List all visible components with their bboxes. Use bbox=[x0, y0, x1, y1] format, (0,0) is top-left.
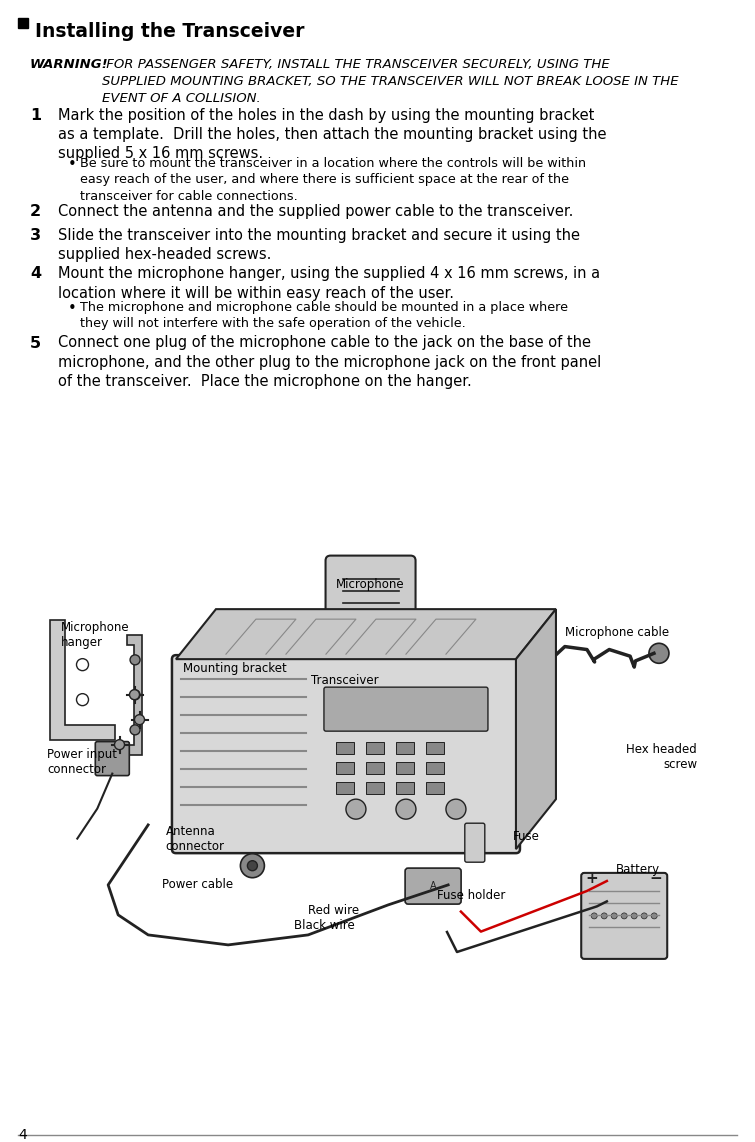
Bar bbox=[396, 742, 414, 754]
Polygon shape bbox=[127, 635, 142, 755]
Text: WARNING!: WARNING! bbox=[30, 58, 109, 71]
Text: 4: 4 bbox=[18, 1128, 26, 1142]
Text: Mark the position of the holes in the dash by using the mounting bracket
as a te: Mark the position of the holes in the da… bbox=[58, 108, 606, 161]
Bar bbox=[366, 742, 384, 754]
FancyBboxPatch shape bbox=[347, 643, 393, 684]
Bar bbox=[426, 762, 444, 774]
Circle shape bbox=[652, 912, 657, 919]
Circle shape bbox=[601, 912, 607, 919]
Circle shape bbox=[130, 725, 140, 734]
Text: Microphone
hanger: Microphone hanger bbox=[61, 621, 130, 649]
Text: The microphone and microphone cable should be mounted in a place where
they will: The microphone and microphone cable shou… bbox=[80, 300, 568, 330]
Text: 1: 1 bbox=[30, 108, 41, 123]
Text: 4: 4 bbox=[30, 266, 41, 281]
Circle shape bbox=[76, 659, 88, 670]
Text: Installing the Transceiver: Installing the Transceiver bbox=[35, 22, 304, 41]
Circle shape bbox=[641, 912, 647, 919]
Text: Hex headed
screw: Hex headed screw bbox=[627, 743, 697, 771]
Circle shape bbox=[76, 693, 88, 706]
Text: Power cable: Power cable bbox=[162, 878, 233, 892]
Circle shape bbox=[115, 740, 125, 749]
FancyBboxPatch shape bbox=[324, 687, 488, 731]
Bar bbox=[396, 762, 414, 774]
Circle shape bbox=[649, 643, 669, 664]
Circle shape bbox=[240, 854, 264, 878]
Circle shape bbox=[591, 912, 597, 919]
Polygon shape bbox=[516, 609, 556, 850]
Text: Power input
connector: Power input connector bbox=[48, 748, 117, 777]
Text: •: • bbox=[68, 300, 77, 315]
Bar bbox=[336, 742, 354, 754]
Bar bbox=[366, 782, 384, 794]
Text: Be sure to mount the transceiver in a location where the controls will be within: Be sure to mount the transceiver in a lo… bbox=[80, 156, 586, 202]
Circle shape bbox=[446, 799, 466, 819]
Circle shape bbox=[130, 654, 140, 665]
Circle shape bbox=[396, 799, 416, 819]
Text: Fuse: Fuse bbox=[513, 830, 540, 843]
Circle shape bbox=[130, 690, 140, 700]
Text: Fuse holder: Fuse holder bbox=[436, 888, 505, 902]
Circle shape bbox=[248, 861, 257, 870]
Bar bbox=[366, 762, 384, 774]
Text: FOR PASSENGER SAFETY, INSTALL THE TRANSCEIVER SECURELY, USING THE
SUPPLIED MOUNT: FOR PASSENGER SAFETY, INSTALL THE TRANSC… bbox=[102, 58, 679, 105]
Bar bbox=[426, 742, 444, 754]
FancyBboxPatch shape bbox=[581, 872, 667, 959]
Text: Battery: Battery bbox=[616, 863, 660, 876]
FancyBboxPatch shape bbox=[325, 556, 415, 656]
FancyBboxPatch shape bbox=[405, 868, 461, 904]
Polygon shape bbox=[176, 609, 556, 659]
Text: A: A bbox=[430, 882, 436, 891]
Circle shape bbox=[134, 715, 144, 725]
Bar bbox=[336, 782, 354, 794]
Text: Antenna
connector: Antenna connector bbox=[165, 825, 224, 853]
Circle shape bbox=[612, 912, 618, 919]
Circle shape bbox=[621, 912, 627, 919]
Text: Microphone: Microphone bbox=[336, 578, 405, 590]
FancyBboxPatch shape bbox=[172, 656, 520, 853]
Polygon shape bbox=[528, 633, 544, 646]
Text: −: − bbox=[650, 871, 663, 886]
FancyBboxPatch shape bbox=[95, 741, 129, 775]
Bar bbox=[336, 762, 354, 774]
Text: +: + bbox=[586, 871, 599, 886]
Text: Mounting bracket: Mounting bracket bbox=[183, 661, 287, 675]
Text: Microphone cable: Microphone cable bbox=[565, 626, 670, 640]
Text: Connect one plug of the microphone cable to the jack on the base of the
micropho: Connect one plug of the microphone cable… bbox=[58, 336, 601, 389]
Text: Transceiver: Transceiver bbox=[312, 675, 379, 687]
FancyBboxPatch shape bbox=[465, 823, 485, 862]
Bar bbox=[426, 782, 444, 794]
Text: 2: 2 bbox=[30, 203, 41, 219]
Bar bbox=[396, 782, 414, 794]
Circle shape bbox=[631, 912, 637, 919]
Text: 3: 3 bbox=[30, 228, 41, 243]
Text: 5: 5 bbox=[30, 336, 41, 351]
Text: Red wire: Red wire bbox=[308, 904, 359, 917]
Text: •: • bbox=[68, 156, 77, 171]
Text: Mount the microphone hanger, using the supplied 4 x 16 mm screws, in a
location : Mount the microphone hanger, using the s… bbox=[58, 266, 600, 300]
Text: Slide the transceiver into the mounting bracket and secure it using the
supplied: Slide the transceiver into the mounting … bbox=[58, 228, 580, 263]
Circle shape bbox=[130, 690, 140, 700]
Polygon shape bbox=[50, 620, 115, 740]
Text: Black wire: Black wire bbox=[294, 919, 355, 932]
Circle shape bbox=[346, 799, 366, 819]
Polygon shape bbox=[528, 762, 544, 777]
Text: Connect the antenna and the supplied power cable to the transceiver.: Connect the antenna and the supplied pow… bbox=[58, 203, 573, 219]
Bar bbox=[18, 18, 28, 29]
